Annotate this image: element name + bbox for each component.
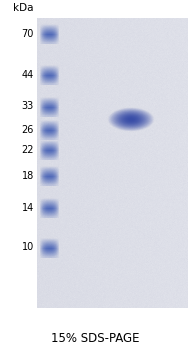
- Text: 22: 22: [22, 145, 34, 155]
- Text: 18: 18: [22, 171, 34, 181]
- Text: 44: 44: [22, 69, 34, 79]
- Text: 70: 70: [22, 29, 34, 39]
- Text: 33: 33: [22, 101, 34, 111]
- Text: kDa: kDa: [12, 3, 33, 13]
- Text: 10: 10: [22, 242, 34, 252]
- Text: 14: 14: [22, 203, 34, 213]
- Text: 26: 26: [22, 125, 34, 135]
- Text: 15% SDS-PAGE: 15% SDS-PAGE: [51, 331, 140, 345]
